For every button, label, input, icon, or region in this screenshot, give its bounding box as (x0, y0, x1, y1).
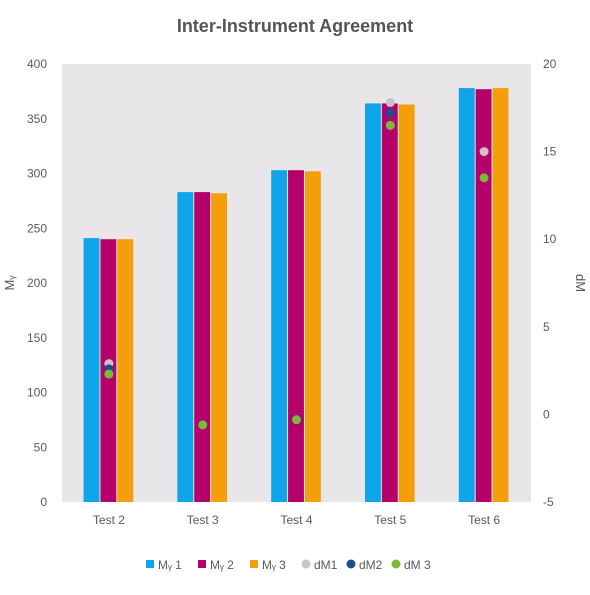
y2-axis-label: dM (573, 274, 588, 292)
legend-label: dM 3 (404, 558, 431, 572)
y2-tick-label: -5 (543, 495, 554, 509)
bar (288, 170, 304, 502)
bar (304, 171, 321, 502)
legend-swatch (146, 560, 154, 568)
y-tick-label: 0 (40, 495, 47, 509)
bar (492, 88, 509, 502)
data-point (385, 120, 395, 130)
bar (177, 192, 194, 503)
bar (271, 170, 288, 502)
points (104, 98, 489, 430)
y-tick-label: 350 (27, 112, 47, 126)
y-tick-label: 250 (27, 221, 47, 235)
right-axis: -5 0 5 10 15 20 (543, 57, 557, 509)
y-tick-label: 200 (27, 276, 47, 290)
data-point (385, 108, 395, 118)
y-tick-label: 400 (27, 57, 47, 71)
y-tick-label: 300 (27, 167, 47, 181)
legend-label: Mᵧ 1 (158, 558, 182, 572)
x-axis-labels: Test 2 Test 3 Test 4 Test 5 Test 6 (93, 513, 501, 527)
y-tick-label: 150 (27, 331, 47, 345)
y2-tick-label: 0 (543, 407, 550, 421)
x-tick-label: Test 6 (468, 513, 500, 527)
chart-title: Inter-Instrument Agreement (177, 16, 413, 36)
bar (398, 104, 415, 502)
bar (117, 239, 134, 502)
legend-label: Mᵧ 3 (262, 558, 286, 572)
left-axis: 0 50 100 150 200 250 300 350 400 (27, 57, 47, 509)
legend-label: dM2 (359, 558, 383, 572)
legend-label: Mᵧ 2 (210, 558, 234, 572)
data-point (479, 147, 489, 157)
y2-tick-label: 20 (543, 57, 557, 71)
bar (194, 192, 211, 503)
legend-marker (346, 559, 356, 569)
x-tick-label: Test 3 (187, 513, 219, 527)
bar (458, 88, 475, 502)
legend-swatch (250, 560, 258, 568)
data-point (198, 420, 208, 430)
data-point (292, 415, 301, 425)
y-tick-label: 50 (34, 440, 48, 454)
legend-label: dM1 (314, 558, 338, 572)
bar (381, 103, 398, 503)
bar (364, 103, 381, 503)
data-point (479, 173, 489, 183)
x-tick-label: Test 5 (374, 513, 406, 527)
data-point (385, 98, 395, 108)
y2-tick-label: 5 (543, 320, 550, 334)
y2-tick-label: 10 (543, 232, 557, 246)
legend: Mᵧ 1 Mᵧ 2 Mᵧ 3 dM1 dM2 dM 3 (146, 558, 431, 572)
legend-marker (301, 559, 311, 569)
legend-marker (391, 559, 401, 569)
legend-swatch (198, 560, 206, 568)
data-point (104, 369, 114, 379)
bar (83, 238, 100, 503)
y-axis-label: Mᵧ (2, 275, 17, 291)
x-tick-label: Test 4 (280, 513, 312, 527)
bar (211, 193, 228, 502)
y2-tick-label: 15 (543, 145, 557, 159)
bar (475, 89, 492, 502)
y-tick-label: 100 (27, 386, 47, 400)
x-tick-label: Test 2 (93, 513, 125, 527)
